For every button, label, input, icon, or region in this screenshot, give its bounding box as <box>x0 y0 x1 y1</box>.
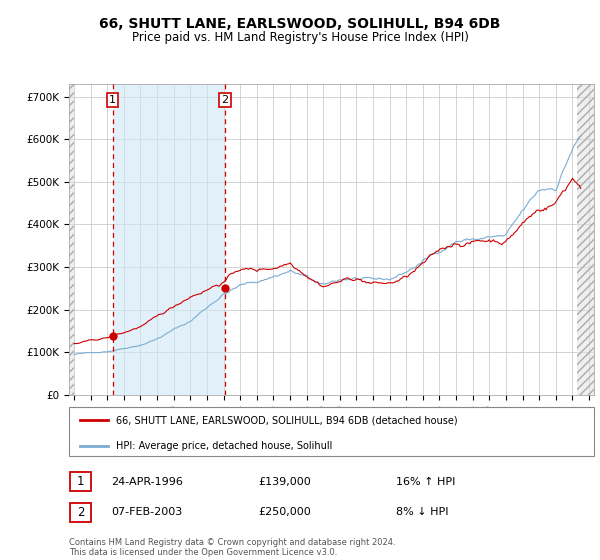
FancyBboxPatch shape <box>70 503 91 522</box>
Text: HPI: Average price, detached house, Solihull: HPI: Average price, detached house, Soli… <box>116 441 332 451</box>
Text: 66, SHUTT LANE, EARLSWOOD, SOLIHULL, B94 6DB (detached house): 66, SHUTT LANE, EARLSWOOD, SOLIHULL, B94… <box>116 416 458 426</box>
Text: 66, SHUTT LANE, EARLSWOOD, SOLIHULL, B94 6DB: 66, SHUTT LANE, EARLSWOOD, SOLIHULL, B94… <box>100 17 500 31</box>
Text: Contains HM Land Registry data © Crown copyright and database right 2024.
This d: Contains HM Land Registry data © Crown c… <box>69 538 395 557</box>
Text: 1: 1 <box>77 475 84 488</box>
Bar <box>69 84 74 395</box>
FancyBboxPatch shape <box>70 472 91 491</box>
Text: 2: 2 <box>221 95 229 105</box>
Bar <box>69 84 74 395</box>
Bar <box>113 84 225 395</box>
Bar <box>577 84 594 395</box>
Text: 1: 1 <box>109 95 116 105</box>
Bar <box>577 84 594 395</box>
Text: 16% ↑ HPI: 16% ↑ HPI <box>396 477 455 487</box>
Text: 07-FEB-2003: 07-FEB-2003 <box>111 507 182 517</box>
Text: 2: 2 <box>77 506 84 519</box>
Text: £250,000: £250,000 <box>258 507 311 517</box>
Text: 24-APR-1996: 24-APR-1996 <box>111 477 183 487</box>
FancyBboxPatch shape <box>69 407 594 456</box>
Text: £139,000: £139,000 <box>258 477 311 487</box>
Text: Price paid vs. HM Land Registry's House Price Index (HPI): Price paid vs. HM Land Registry's House … <box>131 31 469 44</box>
Text: 8% ↓ HPI: 8% ↓ HPI <box>396 507 449 517</box>
